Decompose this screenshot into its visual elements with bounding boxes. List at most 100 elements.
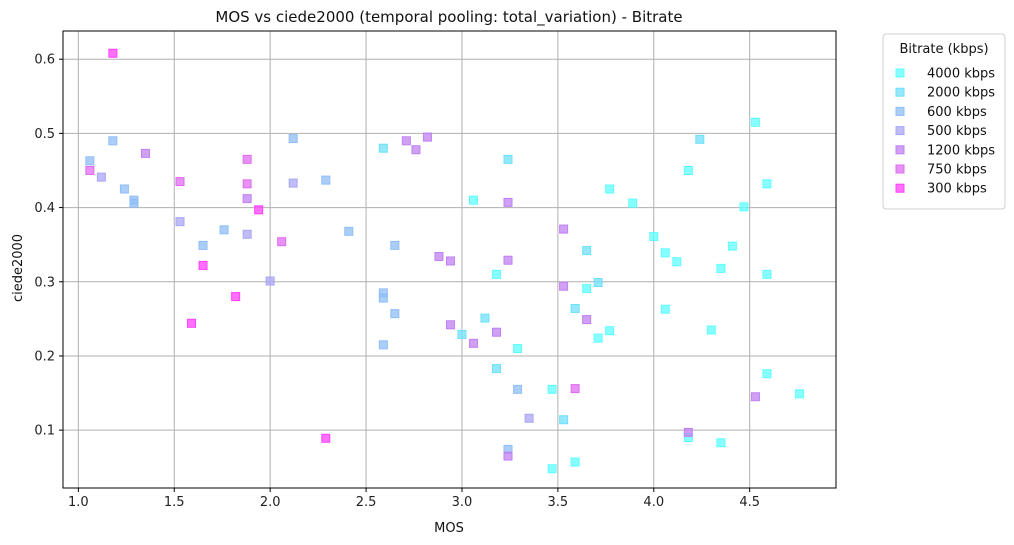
data-point bbox=[198, 240, 208, 250]
data-point bbox=[503, 197, 513, 207]
legend-marker bbox=[895, 183, 905, 193]
legend-marker bbox=[895, 145, 905, 155]
data-point bbox=[457, 329, 467, 339]
data-point bbox=[716, 263, 726, 273]
legend-entry: 750 kbps bbox=[927, 163, 987, 178]
data-point bbox=[683, 427, 693, 437]
data-point bbox=[513, 344, 523, 354]
data-point bbox=[582, 246, 592, 256]
y-axis-label: ciede2000 bbox=[11, 234, 26, 302]
data-point bbox=[344, 226, 354, 236]
legend-entry: 500 kbps bbox=[927, 124, 987, 139]
data-point bbox=[445, 256, 455, 266]
data-point bbox=[593, 277, 603, 287]
y-tick-label: 0.4 bbox=[34, 201, 55, 216]
legend-marker bbox=[895, 87, 905, 97]
data-point bbox=[378, 143, 388, 153]
data-point bbox=[288, 134, 298, 144]
data-point bbox=[85, 156, 95, 166]
x-tick-label: 4.0 bbox=[643, 495, 664, 510]
data-point bbox=[750, 117, 760, 127]
data-point bbox=[559, 415, 569, 425]
legend-entry: 2000 kbps bbox=[927, 86, 995, 101]
data-point bbox=[593, 333, 603, 343]
data-point bbox=[695, 134, 705, 144]
data-point bbox=[570, 457, 580, 467]
legend-marker bbox=[895, 126, 905, 136]
data-point bbox=[119, 184, 129, 194]
data-point bbox=[321, 433, 331, 443]
x-tick-label: 2.0 bbox=[260, 495, 281, 510]
data-point bbox=[85, 165, 95, 175]
y-tick-label: 0.1 bbox=[34, 424, 55, 439]
data-point bbox=[716, 438, 726, 448]
data-point bbox=[524, 413, 534, 423]
data-point bbox=[140, 148, 150, 158]
legend-marker bbox=[895, 164, 905, 174]
legend-entry: 300 kbps bbox=[927, 182, 987, 197]
legend-entry: 4000 kbps bbox=[927, 67, 995, 82]
data-point bbox=[378, 340, 388, 350]
data-point bbox=[582, 283, 592, 293]
grid-lines bbox=[63, 31, 836, 488]
plot-frame bbox=[62, 30, 837, 489]
y-tick-label: 0.6 bbox=[34, 53, 55, 68]
data-point bbox=[570, 384, 580, 394]
data-point bbox=[582, 315, 592, 325]
legend-entry: 1200 kbps bbox=[927, 143, 995, 158]
data-point bbox=[605, 326, 615, 336]
data-point bbox=[503, 255, 513, 265]
data-point bbox=[570, 303, 580, 313]
data-point bbox=[445, 320, 455, 330]
data-point bbox=[605, 184, 615, 194]
data-point bbox=[547, 464, 557, 474]
data-point bbox=[242, 194, 252, 204]
data-point bbox=[277, 237, 287, 247]
data-point bbox=[559, 224, 569, 234]
legend-marker bbox=[895, 106, 905, 116]
data-points bbox=[85, 48, 805, 474]
x-tick-label: 3.0 bbox=[452, 495, 473, 510]
legend-entry: 600 kbps bbox=[927, 105, 987, 120]
data-point bbox=[390, 240, 400, 250]
data-point bbox=[739, 202, 749, 212]
data-point bbox=[683, 165, 693, 175]
data-point bbox=[254, 205, 264, 215]
legend-title: Bitrate (kbps) bbox=[899, 42, 988, 57]
x-tick-label: 1.5 bbox=[164, 495, 185, 510]
data-point bbox=[129, 198, 139, 208]
data-point bbox=[175, 217, 185, 227]
x-axis-ticks: 1.0 1.5 2.0 2.5 3.0 3.5 4.0 4.5 bbox=[68, 488, 760, 510]
data-point bbox=[242, 179, 252, 189]
data-point bbox=[513, 384, 523, 394]
legend: Bitrate (kbps) 4000 kbps 2000 kbps 600 kbp… bbox=[882, 33, 1006, 210]
data-point bbox=[411, 145, 421, 155]
data-point bbox=[108, 48, 118, 58]
data-point bbox=[762, 369, 772, 379]
data-point bbox=[187, 318, 197, 328]
data-point bbox=[491, 364, 501, 374]
data-point bbox=[672, 257, 682, 267]
x-tick-label: 4.5 bbox=[739, 495, 760, 510]
data-point bbox=[96, 172, 106, 182]
chart-title: MOS vs ciede2000 (temporal pooling: tota… bbox=[215, 8, 682, 27]
data-point bbox=[480, 313, 490, 323]
data-point bbox=[706, 325, 716, 335]
x-tick-label: 1.0 bbox=[68, 495, 89, 510]
data-point bbox=[491, 269, 501, 279]
x-tick-label: 2.5 bbox=[356, 495, 377, 510]
legend-box bbox=[882, 33, 1006, 210]
data-point bbox=[762, 269, 772, 279]
data-point bbox=[660, 248, 670, 258]
legend-marker bbox=[895, 68, 905, 78]
data-point bbox=[231, 292, 241, 302]
y-axis-ticks: 0.1 0.2 0.3 0.4 0.5 0.6 bbox=[34, 53, 63, 439]
data-point bbox=[468, 338, 478, 348]
data-point bbox=[795, 389, 805, 399]
data-point bbox=[559, 281, 569, 291]
data-point bbox=[198, 260, 208, 270]
data-point bbox=[660, 304, 670, 314]
data-point bbox=[762, 179, 772, 189]
data-point bbox=[503, 451, 513, 461]
